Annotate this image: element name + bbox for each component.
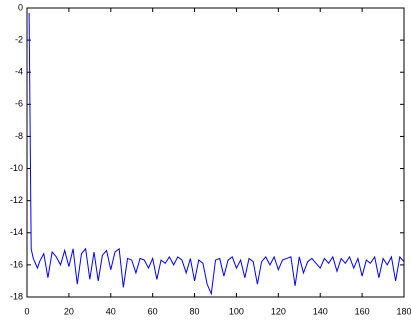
x-tick-label: 120	[271, 306, 286, 316]
y-tick-label: -10	[10, 163, 23, 173]
data-line	[28, 12, 405, 296]
x-tick-label: 180	[396, 306, 411, 316]
x-tick-label: 80	[190, 306, 200, 316]
y-tick-label: 0	[18, 2, 23, 12]
x-tick-label: 60	[148, 306, 158, 316]
y-tick-label: -18	[10, 291, 23, 301]
x-tick-label: 40	[106, 306, 116, 316]
y-tick-label: -8	[15, 131, 23, 141]
y-tick-label: -12	[10, 195, 23, 205]
x-tick-label: 0	[24, 306, 29, 316]
x-tick-label: 140	[313, 306, 328, 316]
x-tick-label: 100	[229, 306, 244, 316]
y-tick-label: -2	[15, 34, 23, 44]
x-tick-label: 20	[64, 306, 74, 316]
x-tick-label: 160	[355, 306, 370, 316]
y-tick-label: -16	[10, 259, 23, 269]
y-tick-label: -6	[15, 99, 23, 109]
y-tick-label: -4	[15, 67, 23, 77]
plot-frame	[26, 7, 405, 298]
y-tick-label: -14	[10, 227, 23, 237]
